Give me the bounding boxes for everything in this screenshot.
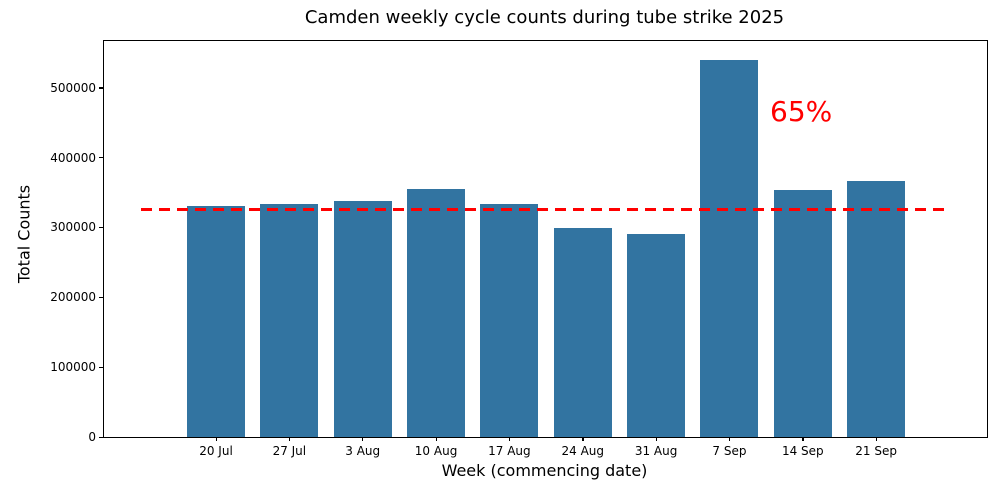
x-tick-mark xyxy=(582,437,584,441)
x-tick-label: 24 Aug xyxy=(561,444,605,458)
y-tick-mark xyxy=(99,366,103,368)
y-tick-label: 400000 xyxy=(50,150,96,165)
x-tick-mark xyxy=(802,437,804,441)
y-tick-mark xyxy=(99,226,103,229)
x-tick-label: 10 Aug xyxy=(414,444,458,458)
x-tick-label: 7 Sep xyxy=(712,444,747,458)
bar-17-aug xyxy=(480,204,539,437)
y-axis-label: Total Counts xyxy=(14,184,34,284)
y-tick-label: 300000 xyxy=(50,220,96,235)
y-tick-label: 500000 xyxy=(50,80,96,95)
bar-20-jul xyxy=(187,205,245,437)
x-axis-label: Week (commencing date) xyxy=(441,461,648,480)
bar-7-sep xyxy=(700,59,759,437)
y-tick-label: 100000 xyxy=(50,360,96,375)
x-tick-mark xyxy=(728,437,731,441)
y-tick-mark xyxy=(99,436,103,438)
x-tick-label: 27 Jul xyxy=(272,444,307,458)
y-tick-mark xyxy=(99,296,103,299)
annotation-percent-increase: 65% xyxy=(770,95,833,128)
x-tick-mark xyxy=(435,437,437,441)
plot-area: 0 100000 200000 300000 400000 500000 20 Jul 27 … xyxy=(50,40,988,458)
x-tick-label: 31 Aug xyxy=(634,444,678,458)
bar-21-sep xyxy=(847,181,906,437)
x-tick-label: 3 Aug xyxy=(345,444,381,458)
x-tick-mark xyxy=(362,437,364,441)
bar-3-aug xyxy=(333,200,392,437)
x-tick-label: 14 Sep xyxy=(781,444,824,458)
x-tick-mark xyxy=(215,437,217,441)
y-tick-mark xyxy=(99,157,103,159)
x-tick-label: 20 Jul xyxy=(199,444,233,458)
chart-title: Camden weekly cycle counts during tube s… xyxy=(304,7,785,28)
x-tick-label: 21 Sep xyxy=(855,444,897,458)
bar-27-jul xyxy=(260,203,319,437)
x-tick-mark xyxy=(655,437,657,441)
bar-10-aug xyxy=(407,189,466,437)
x-tick-mark xyxy=(288,437,291,441)
y-tick-label: 0 xyxy=(88,430,96,444)
x-tick-label: 17 Aug xyxy=(488,444,531,458)
y-tick-mark xyxy=(99,87,103,89)
bar-14-sep xyxy=(773,190,832,437)
x-tick-mark xyxy=(508,437,511,441)
bar-24-aug xyxy=(553,228,612,437)
baseline-dashed-line xyxy=(141,207,947,211)
y-tick-label: 200000 xyxy=(50,290,96,305)
x-tick-mark xyxy=(875,437,877,441)
bar-31-aug xyxy=(627,234,686,437)
